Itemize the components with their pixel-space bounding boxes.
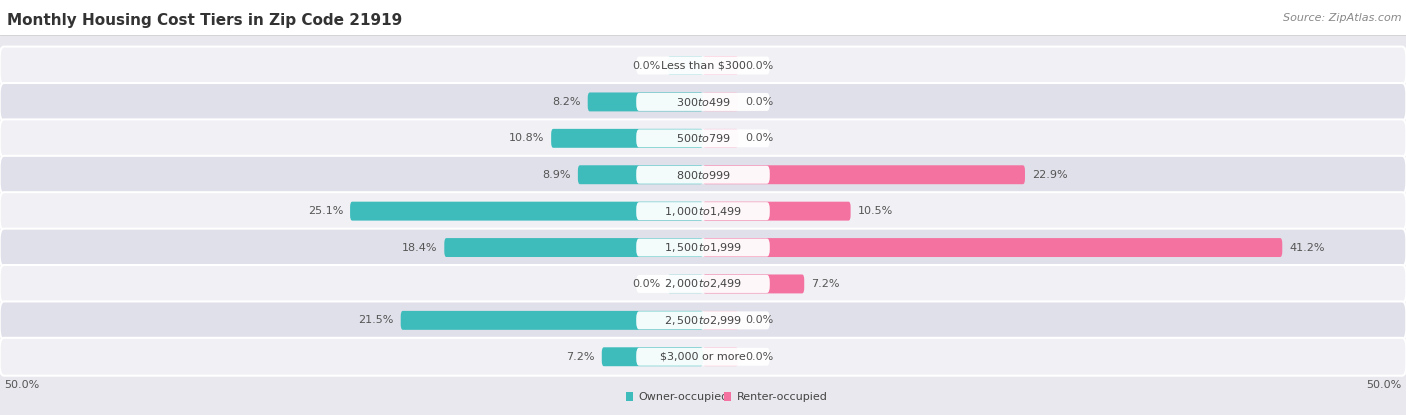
FancyBboxPatch shape bbox=[703, 311, 738, 330]
FancyBboxPatch shape bbox=[0, 0, 1406, 34]
FancyBboxPatch shape bbox=[0, 265, 1406, 303]
FancyBboxPatch shape bbox=[626, 392, 633, 401]
Text: 18.4%: 18.4% bbox=[402, 242, 437, 253]
FancyBboxPatch shape bbox=[401, 311, 703, 330]
FancyBboxPatch shape bbox=[0, 156, 1406, 194]
Text: $3,000 or more: $3,000 or more bbox=[661, 352, 745, 362]
Text: Owner-occupied: Owner-occupied bbox=[638, 392, 728, 402]
FancyBboxPatch shape bbox=[0, 83, 1406, 121]
Text: 0.0%: 0.0% bbox=[745, 352, 773, 362]
FancyBboxPatch shape bbox=[0, 192, 1406, 230]
Text: 0.0%: 0.0% bbox=[745, 97, 773, 107]
Text: 0.0%: 0.0% bbox=[633, 279, 661, 289]
Text: 8.9%: 8.9% bbox=[543, 170, 571, 180]
Text: 0.0%: 0.0% bbox=[745, 61, 773, 71]
FancyBboxPatch shape bbox=[703, 56, 738, 75]
FancyBboxPatch shape bbox=[0, 229, 1406, 266]
FancyBboxPatch shape bbox=[703, 202, 851, 221]
FancyBboxPatch shape bbox=[703, 165, 1025, 184]
FancyBboxPatch shape bbox=[0, 338, 1406, 376]
FancyBboxPatch shape bbox=[637, 166, 770, 184]
FancyBboxPatch shape bbox=[588, 93, 703, 111]
Text: 25.1%: 25.1% bbox=[308, 206, 343, 216]
Text: $1,500 to $1,999: $1,500 to $1,999 bbox=[664, 241, 742, 254]
Text: 22.9%: 22.9% bbox=[1032, 170, 1067, 180]
FancyBboxPatch shape bbox=[703, 129, 738, 148]
Text: Renter-occupied: Renter-occupied bbox=[737, 392, 828, 402]
FancyBboxPatch shape bbox=[703, 274, 804, 293]
Text: 7.2%: 7.2% bbox=[811, 279, 839, 289]
FancyBboxPatch shape bbox=[724, 392, 731, 401]
Text: 50.0%: 50.0% bbox=[4, 381, 39, 391]
Text: 8.2%: 8.2% bbox=[553, 97, 581, 107]
FancyBboxPatch shape bbox=[350, 202, 703, 221]
Text: $2,500 to $2,999: $2,500 to $2,999 bbox=[664, 314, 742, 327]
Text: Less than $300: Less than $300 bbox=[661, 61, 745, 71]
FancyBboxPatch shape bbox=[668, 274, 703, 293]
FancyBboxPatch shape bbox=[637, 202, 770, 220]
FancyBboxPatch shape bbox=[0, 46, 1406, 85]
FancyBboxPatch shape bbox=[637, 275, 770, 293]
FancyBboxPatch shape bbox=[0, 120, 1406, 157]
Text: 21.5%: 21.5% bbox=[359, 315, 394, 325]
FancyBboxPatch shape bbox=[637, 348, 770, 366]
FancyBboxPatch shape bbox=[703, 238, 1282, 257]
Text: 0.0%: 0.0% bbox=[745, 315, 773, 325]
Text: 0.0%: 0.0% bbox=[633, 61, 661, 71]
FancyBboxPatch shape bbox=[637, 311, 770, 330]
Text: 10.5%: 10.5% bbox=[858, 206, 893, 216]
FancyBboxPatch shape bbox=[637, 56, 770, 75]
FancyBboxPatch shape bbox=[703, 93, 738, 111]
FancyBboxPatch shape bbox=[637, 129, 770, 147]
Text: $2,000 to $2,499: $2,000 to $2,499 bbox=[664, 278, 742, 290]
Text: $500 to $799: $500 to $799 bbox=[675, 132, 731, 144]
FancyBboxPatch shape bbox=[602, 347, 703, 366]
Text: 41.2%: 41.2% bbox=[1289, 242, 1324, 253]
FancyBboxPatch shape bbox=[444, 238, 703, 257]
FancyBboxPatch shape bbox=[637, 93, 770, 111]
Text: Monthly Housing Cost Tiers in Zip Code 21919: Monthly Housing Cost Tiers in Zip Code 2… bbox=[7, 13, 402, 28]
Text: Source: ZipAtlas.com: Source: ZipAtlas.com bbox=[1284, 13, 1402, 23]
FancyBboxPatch shape bbox=[637, 239, 770, 256]
Text: $300 to $499: $300 to $499 bbox=[675, 96, 731, 108]
FancyBboxPatch shape bbox=[551, 129, 703, 148]
Text: 50.0%: 50.0% bbox=[1367, 381, 1402, 391]
FancyBboxPatch shape bbox=[703, 347, 738, 366]
FancyBboxPatch shape bbox=[668, 56, 703, 75]
FancyBboxPatch shape bbox=[0, 301, 1406, 339]
Text: 0.0%: 0.0% bbox=[745, 133, 773, 143]
Text: $800 to $999: $800 to $999 bbox=[675, 169, 731, 181]
FancyBboxPatch shape bbox=[578, 165, 703, 184]
Text: 10.8%: 10.8% bbox=[509, 133, 544, 143]
Text: 7.2%: 7.2% bbox=[567, 352, 595, 362]
Text: $1,000 to $1,499: $1,000 to $1,499 bbox=[664, 205, 742, 217]
